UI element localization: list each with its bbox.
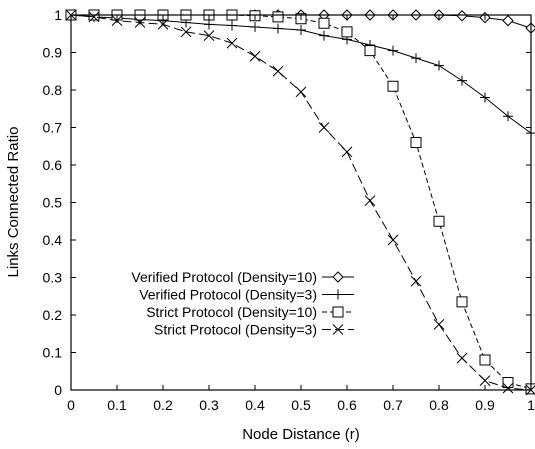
data-point [387,234,399,246]
data-point [341,146,353,158]
data-point [502,14,514,27]
data-point [479,354,491,366]
x-tick-label: 0.8 [429,397,449,413]
series-4 [65,9,535,396]
data-point [180,26,192,38]
y-tick-label: 0.1 [43,345,63,361]
data-point [411,53,421,64]
data-point [410,137,422,148]
data-point [227,20,237,31]
data-point [88,11,100,23]
data-point [479,375,491,386]
y-tick-label: 0.8 [43,82,63,98]
data-point [296,25,306,35]
legend-entry: Strict Protocol (Density=3) [154,322,354,338]
data-point [250,22,260,32]
legend-entry: Verified Protocol (Density=10) [131,269,354,285]
y-tick-label: 0.6 [43,157,63,173]
x-tick-label: 0.4 [245,397,265,413]
data-point [387,80,399,92]
data-point [272,11,284,23]
legend-label: Verified Protocol (Density=10) [131,269,317,285]
data-point [364,45,376,57]
data-point [434,60,444,71]
legend: Verified Protocol (Density=10) Verified P… [131,269,354,338]
legend-marker [332,306,344,318]
data-point [134,17,146,28]
data-point [364,195,376,206]
data-point [433,319,445,330]
data-point [456,10,468,22]
legend-marker [332,271,344,283]
series-2 [66,10,535,139]
data-point [410,275,422,287]
x-tick-label: 0.1 [107,397,127,413]
x-tick-label: 0 [67,397,75,413]
data-point [111,15,123,26]
legend-marker [333,289,343,300]
data-point [226,37,238,49]
data-point [157,19,169,30]
y-tick-label: 0 [54,382,62,398]
x-tick-label: 0.6 [337,397,357,413]
data-point [318,122,330,133]
x-tick-label: 0.2 [153,397,173,413]
data-point [503,111,513,122]
data-point [319,30,329,41]
data-point [433,215,445,227]
y-tick-label: 0.3 [43,270,63,286]
x-tick-label: 0.7 [383,397,403,413]
y-tick-label: 0.9 [43,45,63,61]
x-axis-label: Node Distance (r) [242,426,360,443]
x-tick-label: 0.5 [291,397,311,413]
legend-label: Verified Protocol (Density=3) [139,287,317,303]
y-tick-label: 1 [54,7,62,23]
data-point [318,17,330,29]
legend-entry: Strict Protocol (Density=10) [146,304,354,320]
x-tick-label: 0.9 [475,397,495,413]
legend-label: Strict Protocol (Density=10) [146,304,317,320]
x-tick-label: 0.3 [199,397,219,413]
data-point [295,86,307,98]
data-point [502,377,514,388]
data-point [272,65,284,77]
data-point [249,50,261,62]
y-tick-label: 0.5 [43,195,63,211]
data-point [480,92,490,103]
data-point [456,296,468,308]
data-point [203,30,215,41]
legend-label: Strict Protocol (Density=3) [154,322,317,338]
legend-marker [332,324,344,335]
legend-entry: Verified Protocol (Density=3) [139,287,354,303]
data-point [204,19,214,30]
data-point [456,352,468,364]
y-tick-label: 0.4 [43,232,63,248]
x-tick-label: 1 [527,397,535,413]
data-point [388,45,398,56]
y-tick-label: 0.7 [43,120,63,136]
data-point [457,75,467,86]
data-point [341,26,353,38]
y-axis-label: Links Connected Ratio [5,127,22,278]
data-point [502,382,514,394]
axes-layer: 0 0.1 0.2 0.3 0.4 0.5 0.6 0.7 0.8 0.9 1 0 0.1 0.2 0.3 0… [43,7,535,413]
y-tick-label: 0.2 [43,307,63,323]
data-point [273,23,283,34]
series-layer [65,9,535,396]
